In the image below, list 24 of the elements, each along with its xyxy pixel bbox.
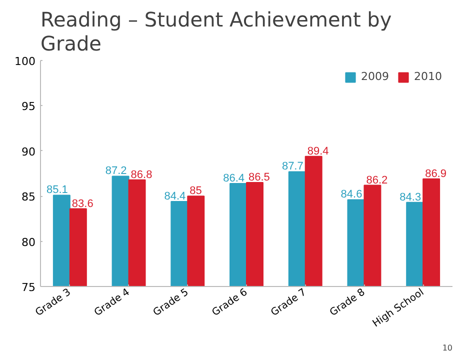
data-label: 84.6 [340,188,362,201]
legend-label: 2010 [414,70,442,83]
y-tick-label: 100 [14,55,36,68]
y-tick-label: 95 [22,100,36,114]
data-label: 85.1 [46,184,68,196]
y-tick-label: 90 [22,145,36,158]
data-label: 84.4 [164,190,186,203]
y-tick-label: 80 [22,236,36,249]
y-tick-label: 75 [22,281,36,294]
data-label: 85 [190,185,202,198]
y-tick-label: 85 [22,190,36,204]
data-label: 86.4 [223,172,245,184]
data-label: 86.9 [425,168,446,180]
data-label: 87.2 [105,165,127,178]
data-label: 86.8 [130,168,152,181]
data-label: 89.4 [307,145,329,158]
data-label: 86.5 [248,172,270,184]
data-label: 83.6 [72,198,94,210]
legend-label: 2009 [361,70,389,83]
text: 10 [442,344,453,352]
data-label: 86.2 [366,174,388,186]
chart-title: Reading – Student Achievement by Grade [40,8,392,56]
data-label: 84.3 [400,191,422,204]
data-label: 87.7 [282,160,304,173]
